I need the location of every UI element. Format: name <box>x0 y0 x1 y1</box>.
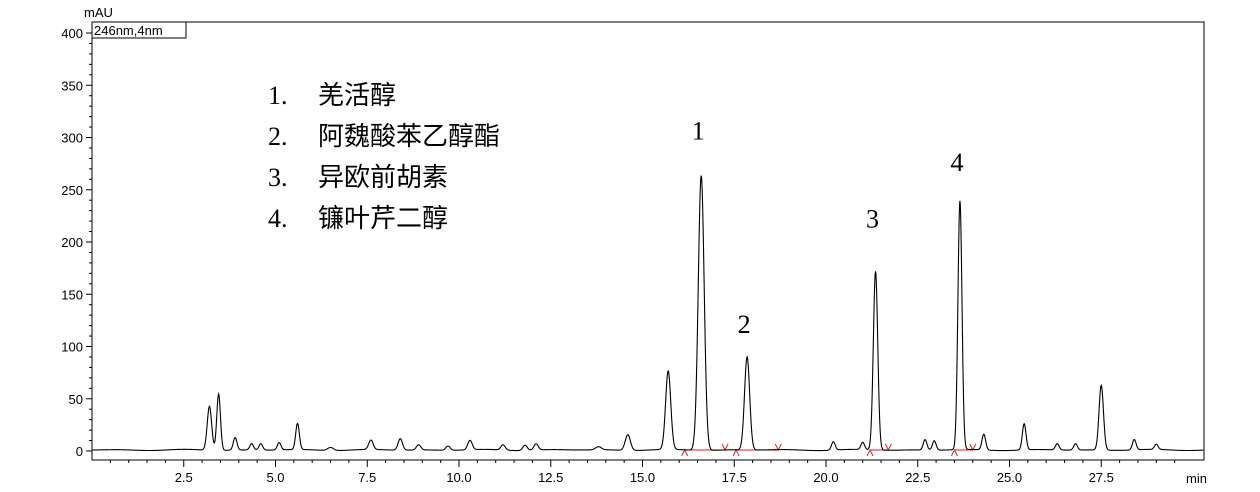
x-tick-label: 5.0 <box>266 470 284 485</box>
y-tick-label: 400 <box>61 26 83 41</box>
y-tick-label: 50 <box>69 392 83 407</box>
x-tick-label: 22.5 <box>905 470 930 485</box>
x-tick-label: 17.5 <box>722 470 747 485</box>
integration-start-marker <box>732 448 740 457</box>
x-axis: 2.5 5.0 7.5 10.0 12.5 15.0 17.5 20.0 22.5 25.0 27.… <box>109 460 1176 485</box>
peak-number-label: 2 <box>738 310 751 339</box>
x-tick-label: 10.0 <box>446 470 471 485</box>
x-tick-label: 7.5 <box>358 470 376 485</box>
integration-start-marker <box>866 448 874 457</box>
x-tick-label: 2.5 <box>175 470 193 485</box>
trace-label: 246nm,4nm <box>94 23 163 38</box>
legend-compound-name: 异欧前胡素 <box>318 163 448 192</box>
legend-number: 2. <box>268 122 288 151</box>
x-tick-label: 25.0 <box>997 470 1022 485</box>
x-axis-unit-label: min <box>1186 471 1207 486</box>
peak-number-label: 3 <box>866 204 879 233</box>
y-tick-label: 300 <box>61 131 83 146</box>
legend-compound-name: 阿魏酸苯乙醇酯 <box>318 122 500 151</box>
x-tick-label: 15.0 <box>630 470 655 485</box>
legend-compound-name: 羌活醇 <box>318 81 396 110</box>
x-tick-label: 12.5 <box>538 470 563 485</box>
compound-legend: 1. 羌活醇 2. 阿魏酸苯乙醇酯 3. 异欧前胡素 4. 镰叶芹二醇 <box>268 81 500 233</box>
y-tick-label: 0 <box>76 444 83 459</box>
y-tick-label: 150 <box>61 287 83 302</box>
legend-number: 3. <box>268 163 288 192</box>
y-tick-label: 350 <box>61 78 83 93</box>
peak-number-label: 4 <box>950 148 963 177</box>
chromatogram-trace <box>92 175 1204 452</box>
y-axis: 0 50 100 150 200 250 300 350 400 <box>61 26 92 459</box>
y-tick-label: 200 <box>61 235 83 250</box>
legend-compound-name: 镰叶芹二醇 <box>318 204 448 233</box>
integration-start-marker <box>950 448 958 457</box>
integration-end-marker <box>884 443 892 452</box>
peak-number-label: 1 <box>692 117 705 146</box>
y-tick-label: 100 <box>61 340 83 355</box>
plot-frame <box>91 21 1205 461</box>
integration-end-marker <box>774 443 782 452</box>
y-axis-unit-label: mAU <box>84 5 113 20</box>
legend-number: 1. <box>268 81 288 110</box>
peak-annotations: 1 2 3 4 <box>692 117 964 339</box>
x-tick-label: 27.5 <box>1089 470 1114 485</box>
integration-end-marker <box>721 443 729 452</box>
trace-label-box <box>91 21 187 39</box>
y-tick-label: 250 <box>61 183 83 198</box>
integration-start-marker <box>681 448 689 457</box>
x-tick-label: 20.0 <box>813 470 838 485</box>
legend-number: 4. <box>268 204 288 233</box>
